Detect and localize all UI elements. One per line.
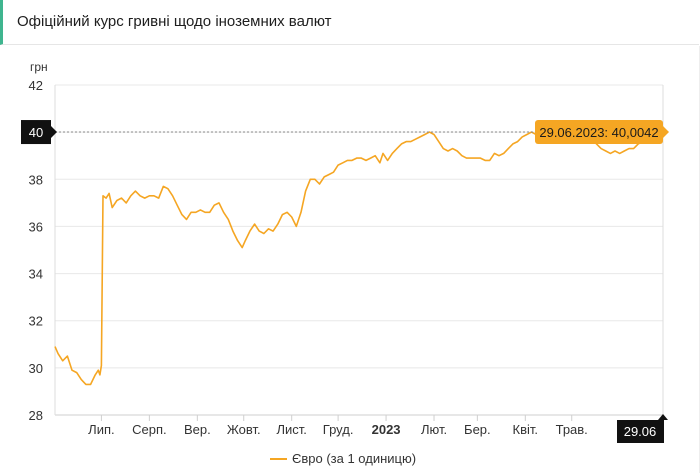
crosshair-x-value: 29.06 bbox=[624, 424, 657, 439]
y-axis-label: грн bbox=[30, 60, 48, 74]
page-title: Офіційний курс гривні щодо іноземних вал… bbox=[17, 13, 332, 30]
x-tick-2022-08-01: Серп. bbox=[132, 422, 167, 437]
x-tick-2023-03-01: Бер. bbox=[464, 422, 491, 437]
crosshair: 40 29.06 29.06.2023: 40,0042 bbox=[21, 120, 669, 443]
legend-label: Євро (за 1 одиницю) bbox=[292, 451, 416, 466]
x-tick-2022-10-01: Жовт. bbox=[227, 422, 261, 437]
series-line-0 bbox=[54, 121, 664, 386]
x-tick-2022-12-01: Груд. bbox=[323, 422, 354, 437]
x-tick-2023-04-01: Квіт. bbox=[513, 422, 539, 437]
page-header: Офіційний курс гривні щодо іноземних вал… bbox=[0, 0, 699, 45]
tooltip-arrow bbox=[663, 126, 669, 139]
x-axis-ticks: Лип. Серп. Вер. Жовт. Лист. Груд. 2023 Лют. Бер.… bbox=[88, 415, 588, 437]
x-tick-2023-01-01: 2023 bbox=[372, 422, 401, 437]
y-tick-32: 32 bbox=[29, 314, 43, 329]
x-tick-2022-07-01: Лип. bbox=[88, 422, 114, 437]
crosshair-x-badge bbox=[617, 420, 664, 443]
crosshair-y-value: 40 bbox=[29, 125, 43, 140]
y-tick-36: 36 bbox=[29, 219, 43, 234]
crosshair-x-badge-arrow bbox=[658, 414, 668, 420]
crosshair-y-badge-arrow bbox=[51, 126, 57, 139]
y-tick-38: 38 bbox=[29, 172, 43, 187]
y-tick-34: 34 bbox=[29, 267, 43, 282]
y-tick-30: 30 bbox=[29, 361, 43, 376]
x-tick-2022-09-01: Вер. bbox=[184, 422, 211, 437]
legend[interactable]: Євро (за 1 одиницю) bbox=[270, 451, 416, 466]
x-tick-2023-05-01: Трав. bbox=[556, 422, 588, 437]
tooltip-text: 29.06.2023: 40,0042 bbox=[539, 125, 658, 140]
tooltip-box bbox=[535, 120, 663, 145]
x-tick-2022-11-01: Лист. bbox=[276, 422, 306, 437]
series-layer bbox=[54, 121, 664, 386]
crosshair-y-badge bbox=[21, 120, 51, 145]
x-tick-2023-02-01: Лют. bbox=[421, 422, 447, 437]
y-tick-42: 42 bbox=[29, 78, 43, 93]
y-tick-28: 28 bbox=[29, 408, 43, 423]
